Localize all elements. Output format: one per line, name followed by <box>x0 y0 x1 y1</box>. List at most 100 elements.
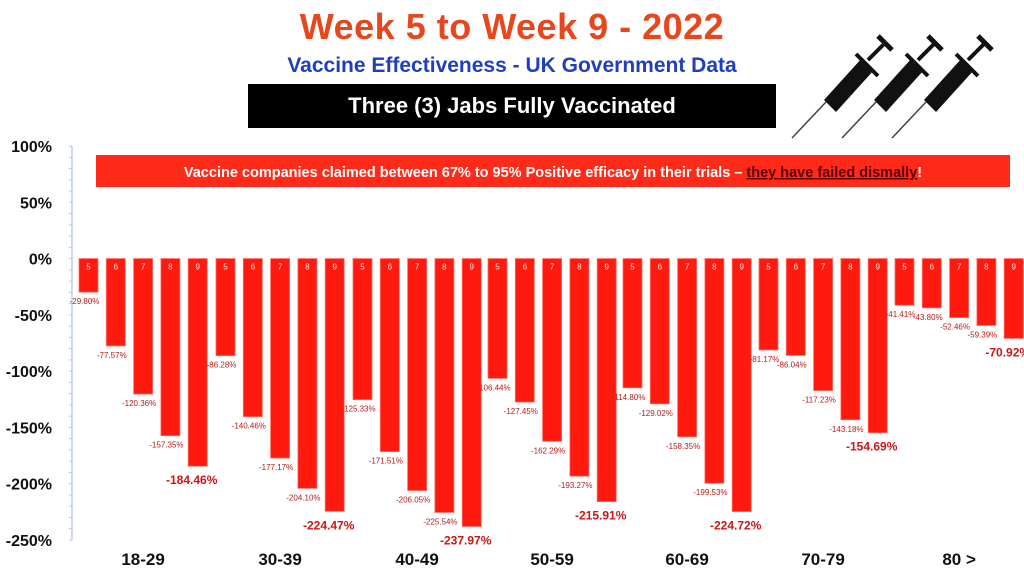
bar <box>242 258 263 418</box>
data-label: -237.97% <box>440 533 492 547</box>
bar <box>133 258 154 395</box>
data-label: -143.18% <box>829 425 863 434</box>
data-label: -140.46% <box>232 422 266 431</box>
annotation-emphasis: they have failed dismally <box>746 165 917 181</box>
data-label: -70.92% <box>985 345 1024 359</box>
bar-week-label: 7 <box>141 263 146 272</box>
bar <box>187 258 208 467</box>
x-tick-label: 30-39 <box>258 550 301 569</box>
bar <box>514 258 535 403</box>
data-label: -157.35% <box>149 441 183 450</box>
chart-title: Week 5 to Week 9 - 2022 <box>299 6 725 47</box>
bars: 5 -29.80% 6 -77.57% 7 -120.36% 8 -157.35% 9 -184.… <box>70 258 1024 547</box>
bar-week-label: 7 <box>278 263 283 272</box>
syringe-icon <box>891 34 994 139</box>
bar-week-label: 5 <box>902 263 907 272</box>
bar-week-label: 6 <box>794 263 799 272</box>
data-label: -177.17% <box>259 463 293 472</box>
bar <box>758 258 779 351</box>
bar <box>434 258 455 513</box>
data-label: -204.10% <box>286 493 320 502</box>
data-label: -106.44% <box>476 383 510 392</box>
data-label: -158.35% <box>666 442 700 451</box>
y-tick-label: 100% <box>11 139 52 156</box>
data-label: -41.41% <box>886 310 916 319</box>
bar <box>921 258 942 309</box>
bar <box>704 258 725 484</box>
x-tick-label: 50-59 <box>530 550 573 569</box>
syringe-icon <box>841 34 944 139</box>
bar <box>894 258 915 306</box>
data-label: -59.39% <box>968 330 998 339</box>
bar <box>461 258 482 527</box>
bar <box>785 258 806 356</box>
syringes-illustration <box>791 34 994 139</box>
bar-week-label: 5 <box>766 263 771 272</box>
bar <box>270 258 291 459</box>
bar-week-label: 8 <box>577 263 582 272</box>
jabs-banner: Three (3) Jabs Fully Vaccinated <box>248 84 776 128</box>
bar-week-label: 7 <box>957 263 962 272</box>
data-label: -52.46% <box>940 323 970 332</box>
x-tick-label: 70-79 <box>801 550 844 569</box>
data-label: -224.72% <box>710 519 762 533</box>
bar-week-label: 5 <box>360 263 365 272</box>
bar <box>160 258 181 437</box>
x-axis: 18-29 30-39 40-49 50-59 60-69 70-79 80 > <box>121 550 976 569</box>
x-tick-label: 40-49 <box>395 550 438 569</box>
bar-week-label: 9 <box>875 263 880 272</box>
annotation-text: Vaccine companies claimed between 67% to… <box>184 165 922 181</box>
bar <box>379 258 400 453</box>
chart-subtitle: Vaccine Effectiveness - UK Government Da… <box>287 54 737 77</box>
bar-week-label: 8 <box>442 263 447 272</box>
data-label: -127.45% <box>504 407 538 416</box>
bar <box>542 258 562 442</box>
data-label: -199.53% <box>693 488 727 497</box>
bar-week-label: 6 <box>658 263 663 272</box>
bar <box>840 258 861 421</box>
y-tick-label: -250% <box>6 533 52 550</box>
bar <box>622 258 643 389</box>
bar <box>867 258 888 434</box>
bar-week-label: 7 <box>685 263 690 272</box>
bar-week-label: 5 <box>630 263 635 272</box>
data-label: -225.54% <box>423 517 457 526</box>
y-axis: 100% 50% 0% -50% -100% -150% -200% -250% <box>6 139 73 550</box>
data-label: -206.05% <box>396 496 430 505</box>
bar-week-label: 6 <box>114 263 119 272</box>
syringe-icon <box>791 34 894 139</box>
data-label: -117.23% <box>802 396 836 405</box>
bar <box>324 258 345 512</box>
data-label: -114.80% <box>612 393 646 402</box>
bar <box>407 258 428 491</box>
bar <box>569 258 590 477</box>
bar-week-label: 6 <box>930 263 935 272</box>
y-tick-label: -150% <box>6 420 52 437</box>
data-label: -29.80% <box>70 297 100 306</box>
bar <box>649 258 670 405</box>
data-label: -86.28% <box>207 361 237 370</box>
annotation-note: Vaccine companies claimed between 67% to… <box>96 155 1010 187</box>
bar <box>215 258 236 357</box>
x-tick-label: 80 > <box>942 550 976 569</box>
bar-week-label: 7 <box>821 263 826 272</box>
bar-week-label: 5 <box>86 263 91 272</box>
bar-week-label: 7 <box>415 263 420 272</box>
bar-week-label: 7 <box>550 263 555 272</box>
data-label: -224.47% <box>303 518 355 532</box>
data-label: -193.27% <box>558 481 592 490</box>
bar-week-label: 6 <box>523 263 528 272</box>
bar <box>949 258 969 319</box>
data-label: -125.33% <box>341 405 375 414</box>
data-label: -77.57% <box>97 351 127 360</box>
bar <box>731 258 752 512</box>
bar-week-label: 5 <box>223 263 228 272</box>
data-label: -43.80% <box>913 313 943 322</box>
bar-week-label: 9 <box>469 263 474 272</box>
data-label: -162.29% <box>531 446 565 455</box>
data-label: -154.69% <box>846 440 898 454</box>
bar <box>487 258 508 379</box>
bar-week-label: 8 <box>168 263 173 272</box>
data-label: -129.02% <box>639 409 673 418</box>
